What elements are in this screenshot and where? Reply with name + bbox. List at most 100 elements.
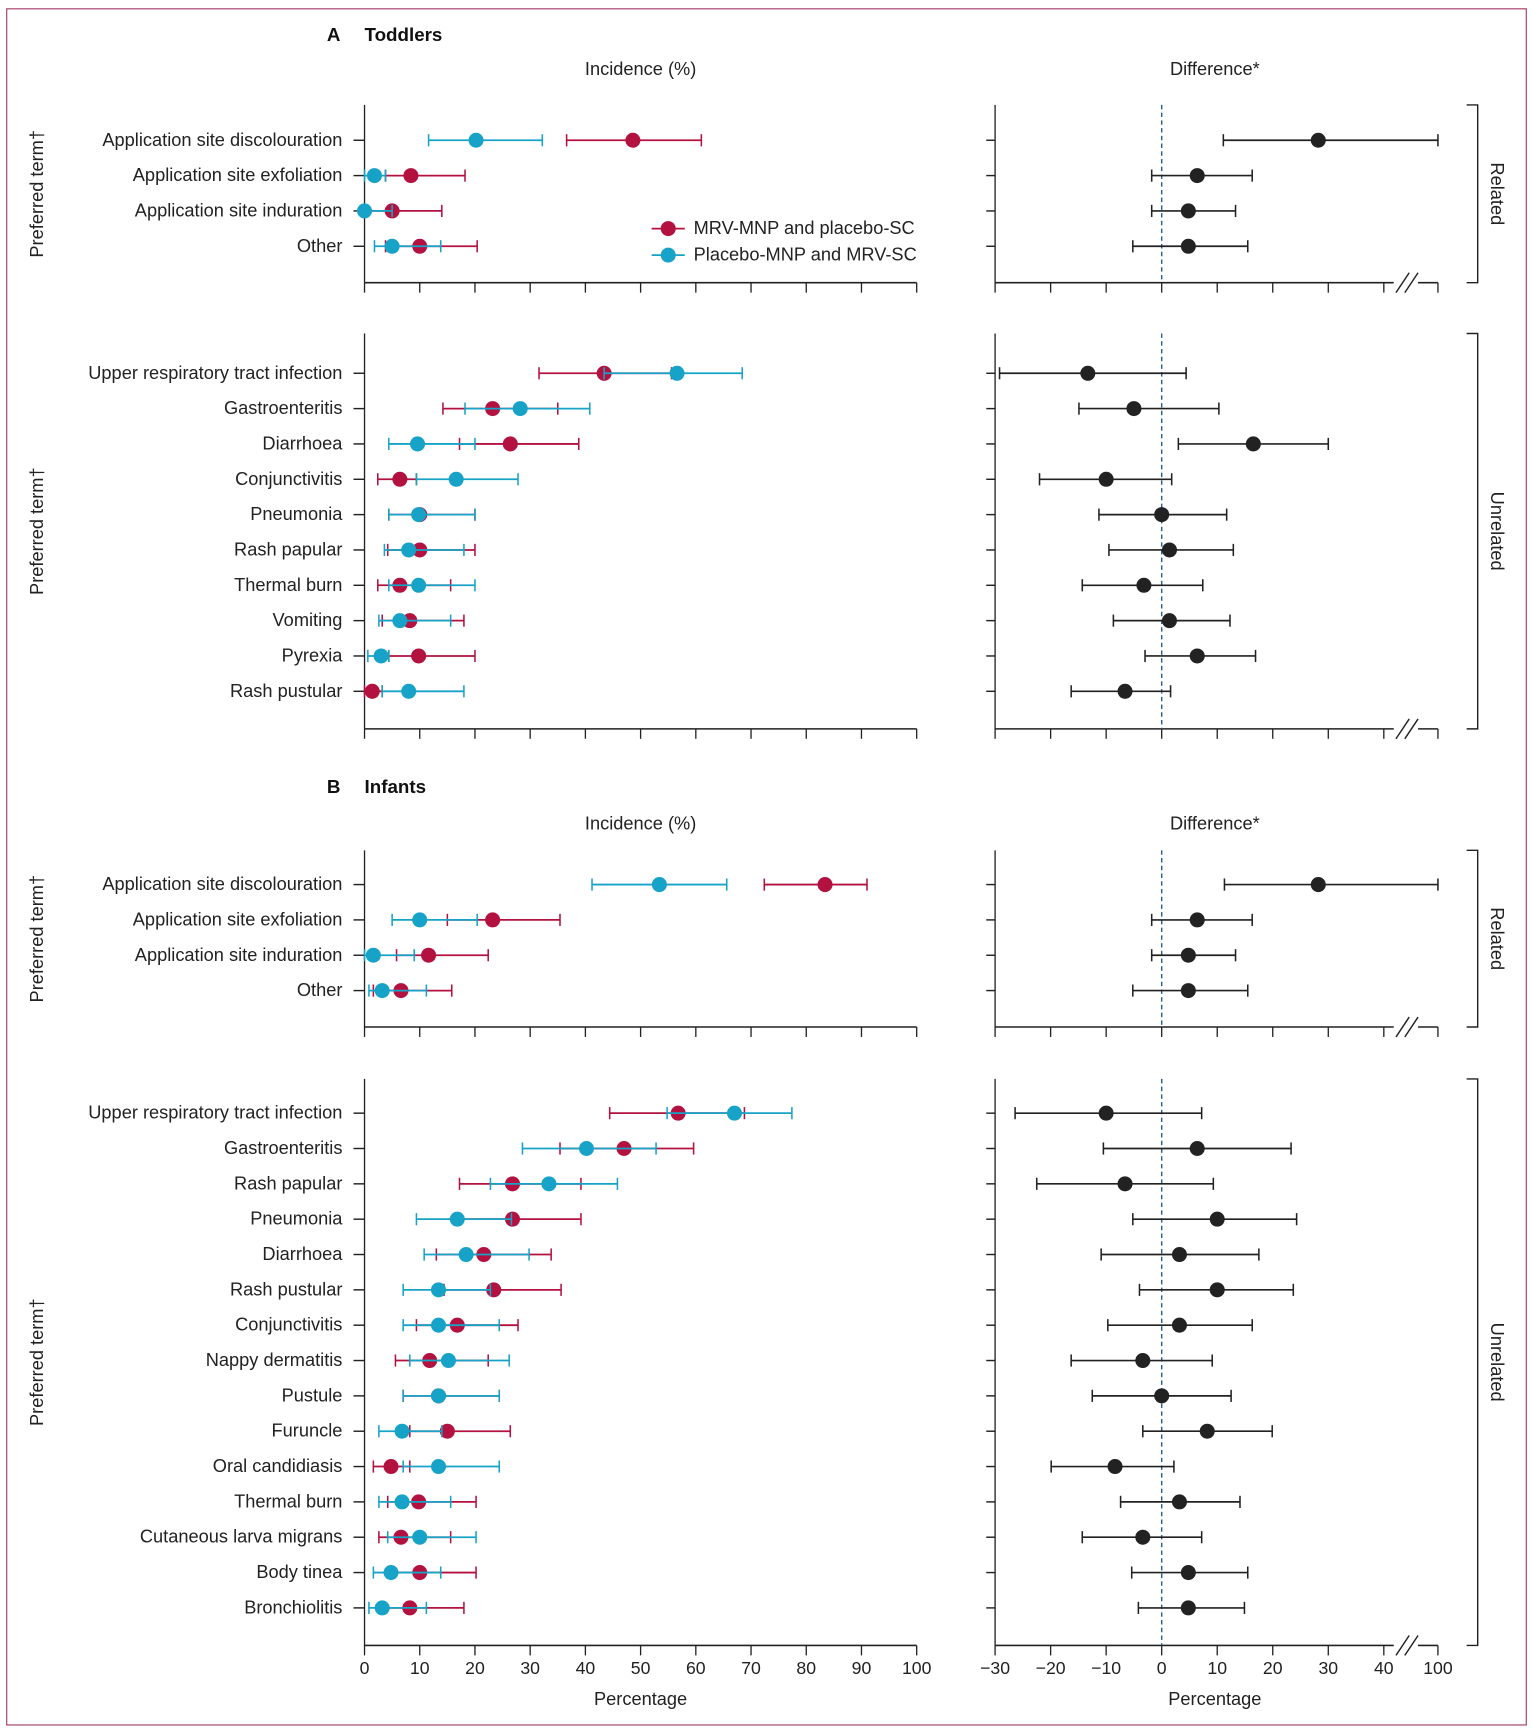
difference-estimate [1070,1353,1213,1369]
y-axis-label: Preferred term† [27,1298,47,1426]
difference-estimate [1142,1423,1273,1439]
incidence-tick-label: 100 [902,1658,932,1678]
placebo-mnp-estimate [386,1529,477,1545]
term-label: Upper respiratory tract infection [88,1103,342,1123]
panel-title: Infants [365,776,427,797]
placebo-mnp-estimate [521,1140,657,1157]
point-estimate [1135,1353,1151,1369]
difference-estimate [1070,683,1172,699]
placebo-mnp-estimate [367,648,390,664]
figure-border [6,8,1527,1726]
term-label: Nappy dermatitis [206,1350,343,1370]
point-estimate [1098,1105,1114,1121]
placebo-mnp-estimate [383,542,465,558]
placebo-mnp-estimate [402,1459,501,1475]
point-estimate [431,1388,447,1404]
point-estimate [383,1565,399,1581]
difference-estimate [1150,912,1253,928]
point-estimate [1189,1140,1205,1157]
point-estimate [578,1140,595,1157]
term-label: Rash papular [234,1173,342,1193]
group-label: Related [1487,907,1507,970]
placebo-mnp-estimate [423,1247,530,1263]
difference-estimate [1150,947,1237,963]
point-estimate [1107,1459,1123,1475]
point-estimate [394,1494,410,1510]
axis-break-mark [1404,1635,1419,1656]
axis-break-mark [1404,718,1419,740]
placebo-mnp-estimate [363,947,415,963]
point-estimate [392,471,408,487]
difference-estimate [1035,1176,1215,1192]
point-estimate [449,1211,465,1227]
point-estimate [1080,365,1096,381]
point-estimate [411,648,427,664]
point-estimate [448,471,464,487]
point-estimate [401,542,417,558]
incidence-tick-label: 10 [410,1658,430,1678]
placebo-mnp-estimate [388,507,476,523]
term-label: Oral candidiasis [213,1456,343,1476]
point-estimate [817,877,833,893]
point-estimate [1180,983,1196,999]
term-label: Gastroenteritis [224,1138,342,1158]
term-label: Conjunctivitis [235,1315,342,1335]
point-estimate [1189,912,1205,928]
term-label: Thermal burn [234,1491,342,1511]
point-estimate [394,1423,410,1439]
difference-estimate [998,365,1187,381]
point-estimate [458,1247,474,1263]
placebo-mnp-estimate [402,1282,492,1298]
point-estimate [1126,401,1142,417]
difference-estimate [1132,238,1249,254]
difference-estimate [1107,1317,1253,1333]
point-estimate [1180,947,1196,963]
panel-letter: B [327,776,341,797]
point-estimate [412,1529,428,1545]
term-label: Application site exfoliation [133,909,343,929]
point-estimate [383,1459,399,1475]
placebo-mnp-estimate [368,983,428,999]
point-estimate [1199,1423,1215,1439]
placebo-mnp-estimate [378,613,452,629]
mrv-mnp-estimate [763,877,868,893]
point-estimate [1171,1494,1187,1510]
legend-label: Placebo-MNP and MRV-SC [694,245,917,265]
difference-estimate [1098,507,1228,523]
difference-estimate [1119,1494,1241,1510]
placebo-mnp-estimate [666,1105,793,1121]
difference-estimate [1102,1140,1292,1157]
incidence-x-label: Percentage [594,1689,687,1709]
term-label: Bronchiolitis [244,1597,342,1617]
point-estimate [1117,1176,1133,1192]
point-estimate [374,1600,390,1616]
group-label: Unrelated [1487,492,1507,571]
axis-break-mark [1395,1635,1410,1656]
difference-tick-label: 40 [1374,1658,1394,1678]
point-estimate [412,912,428,928]
point-estimate [726,1105,742,1121]
term-label: Other [297,236,343,256]
incidence-tick-label: 70 [741,1658,761,1678]
difference-x-label: Percentage [1168,1689,1261,1709]
difference-estimate [1132,1211,1298,1227]
point-estimate [625,132,641,148]
axis-break-mark [1404,272,1419,294]
point-estimate [1180,238,1196,254]
placebo-mnp-estimate [378,1494,452,1510]
point-estimate [541,1176,557,1192]
difference-estimate [1038,471,1173,487]
point-estimate [1135,1529,1151,1545]
term-label: Rash pustular [230,681,342,701]
difference-tick-label: 30 [1318,1658,1338,1678]
axis-break-mark [1395,1016,1410,1038]
point-estimate [431,1282,447,1298]
term-label: Thermal burn [234,575,342,595]
term-label: Furuncle [272,1421,343,1441]
point-estimate [1154,507,1170,523]
placebo-mnp-estimate [427,132,544,148]
point-estimate [502,436,518,452]
y-axis-label: Preferred term† [27,130,47,258]
difference-estimate [1223,877,1439,893]
mrv-mnp-estimate [384,168,466,184]
